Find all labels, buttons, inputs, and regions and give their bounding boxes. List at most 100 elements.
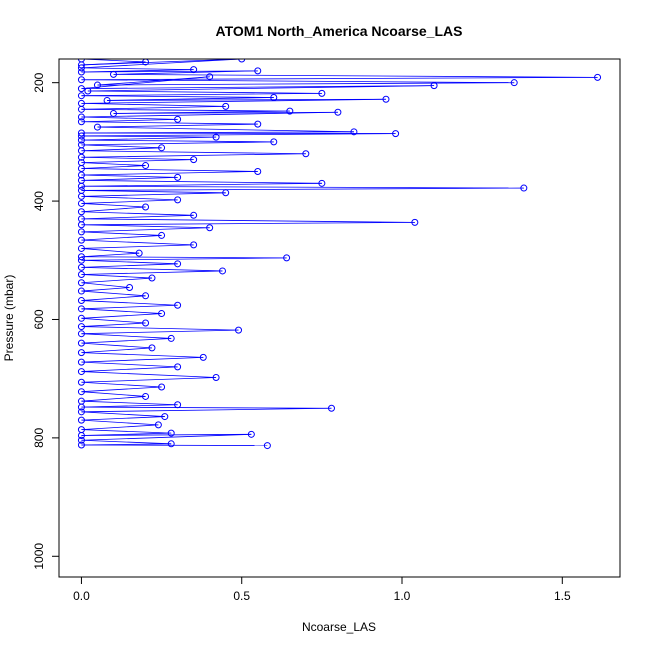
x-axis-label: Ncoarse_LAS [302, 620, 376, 634]
series-line-segment [81, 290, 146, 297]
series-line-segment [81, 433, 252, 436]
data-point [77, 305, 85, 313]
data-point [247, 430, 255, 438]
series-line-segment [81, 326, 239, 331]
series-line-segment [81, 187, 524, 191]
data-point [392, 130, 400, 138]
data-point [77, 314, 85, 322]
series-line-segment [81, 407, 332, 413]
series-line-segment [81, 156, 194, 161]
data-point [77, 129, 85, 137]
series-line-segment [81, 111, 338, 118]
data-point [174, 173, 182, 181]
series-line-segment [81, 396, 146, 402]
data-point [382, 95, 390, 103]
x-axis: 0.0 0.5 1.0 1.5 [73, 576, 571, 603]
series-line-segment [81, 153, 306, 158]
series-line-segment [81, 259, 178, 265]
series-line-segment [81, 79, 515, 84]
series-line-segment [81, 338, 172, 344]
series-line-segment [81, 257, 287, 261]
data-point [77, 153, 85, 161]
data-point [318, 89, 326, 97]
data-point [283, 254, 291, 262]
series-line-segment [81, 121, 258, 125]
data-point [77, 358, 85, 366]
series-line-segment [81, 171, 258, 176]
series-line-segment [81, 322, 146, 327]
data-point [218, 267, 226, 275]
series-line-segment [81, 159, 194, 163]
series-line-segment [81, 235, 162, 241]
data-point [142, 292, 150, 300]
series-line-segment [81, 211, 194, 216]
data-point [238, 59, 246, 63]
data-point [206, 224, 214, 232]
series-line-segment [81, 108, 290, 112]
data-point [77, 323, 85, 331]
series-line-segment [81, 141, 274, 146]
series-line-segment [81, 174, 178, 178]
y-tick-label: 400 [32, 191, 46, 211]
data-point [158, 231, 166, 239]
data-point [77, 76, 85, 84]
data-point [158, 383, 166, 391]
data-point [77, 147, 85, 155]
data-point [77, 441, 85, 449]
data-point [77, 136, 85, 144]
data-point [286, 107, 294, 115]
data-point [77, 378, 85, 386]
data-point [235, 326, 243, 334]
series-line-segment [81, 406, 332, 409]
series-line-segment [81, 342, 152, 349]
x-tick-label: 1.0 [394, 589, 411, 603]
series-line-segment [81, 192, 226, 197]
data-point [84, 87, 92, 95]
data-point [135, 249, 143, 257]
data-point [263, 442, 271, 450]
data-point [77, 132, 85, 140]
series-line-segment [81, 95, 274, 98]
data-point [254, 167, 262, 175]
series-line-segment [81, 266, 223, 272]
data-point [222, 102, 230, 110]
series-line-segment [81, 400, 178, 406]
series-line-segment [81, 419, 159, 426]
series-line-segment [81, 252, 140, 258]
series-line-segment [81, 313, 162, 319]
data-point [327, 404, 335, 412]
series-line-segment [81, 287, 130, 292]
data-point [520, 184, 528, 192]
series-line-segment [81, 185, 524, 189]
series-line-segment [81, 386, 162, 393]
series-line-segment [81, 329, 239, 335]
data-point [77, 85, 85, 93]
data-point [77, 287, 85, 295]
series-line-segment [81, 118, 178, 123]
series-line-segment [81, 227, 210, 233]
series-line-segment [81, 168, 258, 172]
data-point [167, 334, 175, 342]
data-point [126, 284, 134, 292]
series-line-segment [81, 190, 226, 194]
series-line-segment [81, 352, 204, 358]
series-line-segment [81, 224, 210, 229]
data-point [148, 274, 156, 282]
data-point [77, 253, 85, 261]
series-line-segment [81, 59, 242, 69]
series-line-segment [81, 135, 217, 138]
data-point [510, 79, 518, 87]
series-line-segment [81, 76, 210, 89]
series-line-segment [81, 206, 146, 213]
series-line-segment [81, 85, 435, 89]
data-point [167, 440, 175, 448]
data-point [148, 344, 156, 352]
series-line-segment [81, 67, 194, 71]
y-axis-label: Pressure (mbar) [2, 275, 16, 362]
series-line-segment [81, 147, 162, 152]
series-line-segment [81, 444, 268, 446]
data-point [103, 96, 111, 104]
series-line-segment [81, 231, 162, 236]
series-line-segment [81, 76, 598, 81]
